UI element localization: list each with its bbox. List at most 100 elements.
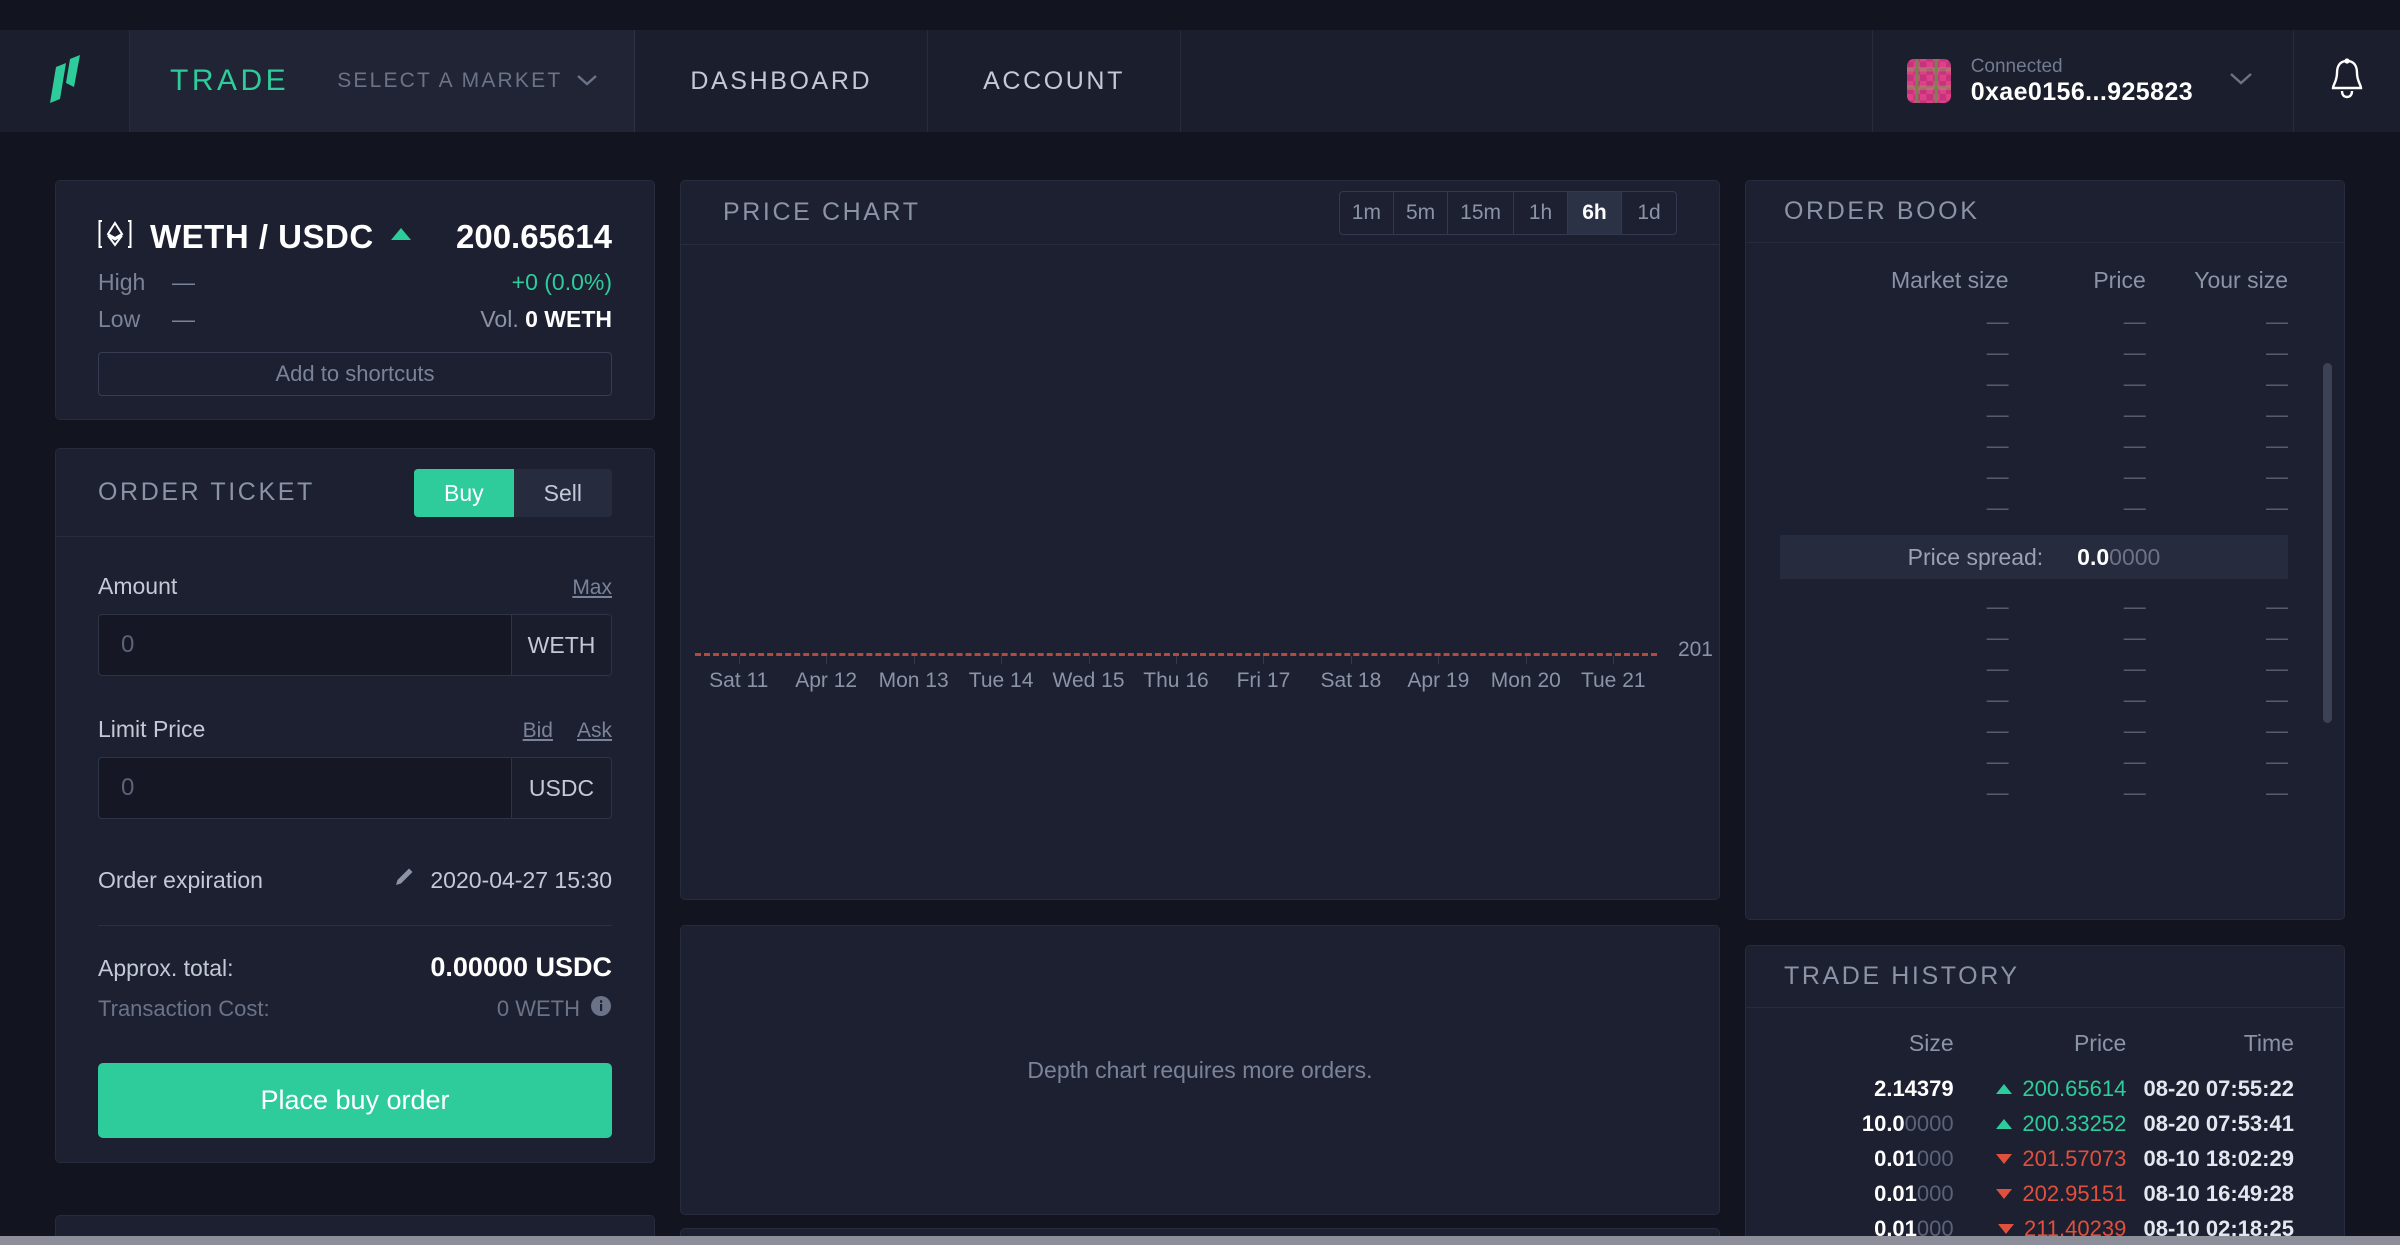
cell-price: — [2123, 463, 2146, 489]
table-row[interactable]: — — — [1780, 653, 2288, 684]
depth-chart-panel: Depth chart requires more orders. [680, 925, 1720, 1215]
table-row[interactable]: — — — [1780, 684, 2288, 715]
x-axis-label: Mon 13 [878, 669, 949, 692]
window-horizontal-scrollbar[interactable] [0, 1236, 2400, 1245]
table-row[interactable]: — — — [1780, 777, 2288, 808]
table-row[interactable]: 10.00000 200.33252 08-20 07:53:41 [1786, 1106, 2294, 1141]
price-spread-row: Price spread: 0.00000 [1780, 535, 2288, 579]
table-row[interactable]: — — — [1780, 622, 2288, 653]
brand-logo-icon [42, 53, 88, 109]
cell-price: 202.95151 [1954, 1181, 2126, 1207]
cell-your-size: — [2265, 370, 2288, 396]
x-axis-label: Sat 11 [709, 669, 769, 692]
pencil-icon[interactable] [392, 865, 416, 895]
order-book-col-price: Price [2093, 267, 2146, 293]
notifications-button[interactable] [2294, 30, 2400, 132]
limit-price-input[interactable] [99, 758, 511, 818]
buy-tab[interactable]: Buy [414, 468, 514, 517]
x-axis-label: Apr 19 [1407, 669, 1470, 692]
table-row[interactable]: 0.01000 202.95151 08-10 16:49:28 [1786, 1176, 2294, 1211]
order-expiration-row[interactable]: Order expiration 2020-04-27 15:30 [98, 865, 612, 895]
wallet-menu[interactable]: Connected 0xae0156...925823 [1873, 30, 2294, 132]
cell-your-size: — [2265, 494, 2288, 520]
market-low-label: Low [98, 306, 141, 332]
market-volume-value: 0 WETH [525, 306, 612, 332]
market-high-row: High — +0 (0.0%) [98, 264, 612, 301]
chevron-down-icon [576, 69, 598, 93]
amount-max-link[interactable]: Max [572, 576, 612, 599]
trade-history-panel: TRADE HISTORY Size Price Time 2.14379 20… [1745, 945, 2345, 1245]
cell-price: — [2123, 655, 2146, 681]
add-to-shortcuts-button[interactable]: Add to shortcuts [98, 352, 612, 396]
table-row[interactable]: 0.01000 201.57073 08-10 18:02:29 [1786, 1141, 2294, 1176]
cell-price: 200.65614 [1954, 1076, 2126, 1102]
order-book-bid-rows: — — — — — — — — — — — — — — — — — — — — — [1746, 591, 2344, 808]
info-icon[interactable] [590, 995, 612, 1023]
market-low-value: — [172, 306, 195, 332]
timeframe-6h[interactable]: 6h [1568, 191, 1622, 234]
triangle-up-icon [1996, 1083, 2013, 1094]
brand-logo[interactable] [0, 30, 130, 132]
market-low-row: Low — Vol. 0 WETH [98, 301, 612, 338]
order-book-column-headers: Market size Price Your size [1746, 243, 2344, 294]
order-ticket-panel: ORDER TICKET Buy Sell Amount Max WETH Li… [55, 448, 655, 1163]
cell-price: — [2123, 593, 2146, 619]
price-chart-plot[interactable]: 201 Sat 11 Apr 12 Mon 13 Tue 14 Wed 15 T… [681, 245, 1719, 900]
cell-price: — [2123, 624, 2146, 650]
cell-market-size: — [1986, 779, 2009, 805]
table-row[interactable]: — — — [1780, 399, 2288, 430]
table-row[interactable]: — — — [1780, 337, 2288, 368]
price-reference-line [695, 653, 1657, 656]
table-row[interactable]: — — — [1780, 368, 2288, 399]
cell-your-size: — [2265, 432, 2288, 458]
table-row[interactable]: — — — [1780, 430, 2288, 461]
limit-price-input-group[interactable]: USDC [98, 757, 612, 819]
amount-input[interactable] [99, 615, 511, 675]
order-book-scrollbar[interactable] [2323, 363, 2332, 723]
cell-price: — [2123, 717, 2146, 743]
limit-bid-link[interactable]: Bid [522, 719, 553, 742]
order-expiration-value: 2020-04-27 15:30 [430, 866, 612, 893]
cell-time: 08-20 07:53:41 [2143, 1110, 2294, 1136]
limit-ask-link[interactable]: Ask [576, 719, 612, 742]
tab-dashboard[interactable]: DASHBOARD [635, 30, 929, 132]
cell-price: — [2123, 432, 2146, 458]
cell-your-size: — [2265, 779, 2288, 805]
x-axis-label: Fri 17 [1236, 669, 1291, 692]
table-row[interactable]: — — — [1780, 461, 2288, 492]
market-selector[interactable]: SELECT A MARKET [337, 69, 598, 93]
market-selector-label: SELECT A MARKET [337, 69, 563, 92]
table-row[interactable]: — — — [1780, 746, 2288, 777]
amount-input-group[interactable]: WETH [98, 614, 612, 676]
trade-history-rows: 2.14379 200.65614 08-20 07:55:22 10.0000… [1746, 1057, 2344, 1244]
tab-trade[interactable]: TRADE SELECT A MARKET [130, 30, 636, 132]
cell-market-size: — [1986, 370, 2009, 396]
table-row[interactable]: — — — [1780, 591, 2288, 622]
timeframe-1m[interactable]: 1m [1340, 191, 1394, 234]
transaction-cost-value: 0 WETH [496, 996, 580, 1021]
table-row[interactable]: — — — [1780, 492, 2288, 523]
timeframe-5m[interactable]: 5m [1394, 191, 1449, 234]
cell-market-size: — [1986, 494, 2009, 520]
cell-market-size: — [1986, 432, 2009, 458]
x-axis-label: Thu 16 [1143, 669, 1209, 692]
tab-account[interactable]: ACCOUNT [928, 30, 1181, 132]
place-buy-order-button[interactable]: Place buy order [98, 1063, 612, 1138]
timeframe-1h[interactable]: 1h [1514, 191, 1568, 234]
table-row[interactable]: 2.14379 200.65614 08-20 07:55:22 [1786, 1071, 2294, 1106]
buy-sell-toggle[interactable]: Buy Sell [414, 468, 612, 517]
timeframe-selector[interactable]: 1m 5m 15m 1h 6h 1d [1338, 190, 1677, 235]
sell-tab[interactable]: Sell [513, 468, 612, 517]
cell-market-size: — [1986, 655, 2009, 681]
market-volume: Vol. 0 WETH [480, 306, 612, 333]
order-expiration-label: Order expiration [98, 866, 263, 893]
price-chart-panel: PRICE CHART 1m 5m 15m 1h 6h 1d 201 Sat 1… [680, 180, 1720, 900]
cell-market-size: — [1986, 401, 2009, 427]
cell-price: — [2123, 494, 2146, 520]
trade-history-col-price: Price [2073, 1030, 2127, 1056]
table-row[interactable]: — — — [1780, 306, 2288, 337]
timeframe-1d[interactable]: 1d [1622, 192, 1676, 234]
timeframe-15m[interactable]: 15m [1448, 191, 1514, 234]
table-row[interactable]: — — — [1780, 715, 2288, 746]
triangle-up-icon [1996, 1118, 2013, 1129]
